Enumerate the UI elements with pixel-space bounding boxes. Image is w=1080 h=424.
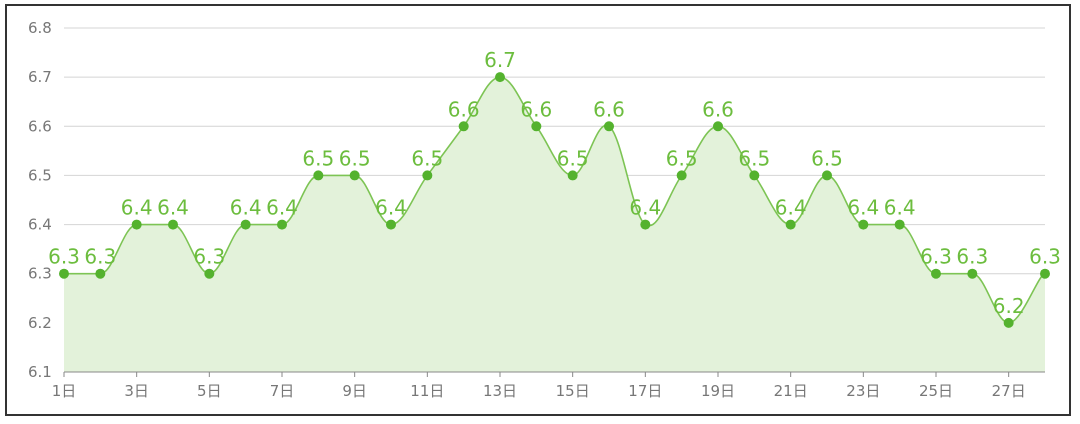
x-tick-label: 1日 bbox=[52, 382, 77, 400]
y-tick-label: 6.2 bbox=[28, 314, 52, 332]
data-point bbox=[967, 268, 978, 279]
x-tick-label: 21日 bbox=[774, 382, 808, 400]
data-point bbox=[495, 72, 505, 83]
x-tick-label: 19日 bbox=[701, 382, 735, 400]
x-tick-label: 5日 bbox=[197, 382, 222, 400]
data-point bbox=[858, 219, 869, 230]
x-tick-label: 15日 bbox=[556, 382, 590, 400]
x-tick-label: 27日 bbox=[992, 382, 1026, 400]
price-trend-chart: 6.1 6.2 6.3 6.4 6.5 6.6 6.7 6.8 1日 3日 5日 7日 9日 11日 13… bbox=[28, 19, 1061, 400]
data-point bbox=[349, 170, 360, 181]
data-point bbox=[604, 121, 614, 132]
data-point bbox=[749, 170, 760, 181]
data-label: 6.4 bbox=[266, 196, 298, 220]
area-shape bbox=[64, 77, 1045, 373]
data-label: 6.5 bbox=[302, 146, 334, 170]
data-point bbox=[531, 121, 542, 132]
data-point bbox=[785, 219, 796, 230]
data-label: 6.4 bbox=[775, 196, 807, 220]
data-label: 6.6 bbox=[702, 97, 734, 121]
data-labels: 6.3 6.36.4 6.46.36.4 6.46.5 6.56.46.56.66.76… bbox=[48, 48, 1061, 318]
data-point bbox=[1003, 317, 1014, 328]
x-tick-label: 3日 bbox=[124, 382, 149, 400]
area-fill bbox=[64, 77, 1045, 373]
series-line bbox=[64, 76, 1046, 324]
data-point bbox=[458, 121, 469, 132]
data-label: 6.4 bbox=[847, 196, 879, 220]
data-label: 6.3 bbox=[956, 245, 988, 269]
x-tick-label: 13日 bbox=[483, 382, 517, 400]
data-label: 6.4 bbox=[157, 196, 189, 220]
data-label: 6.3 bbox=[1029, 245, 1061, 269]
data-point bbox=[640, 219, 651, 230]
x-tick-label: 23日 bbox=[846, 382, 880, 400]
data-label: 6.5 bbox=[411, 146, 443, 170]
data-point bbox=[240, 219, 251, 230]
data-point bbox=[713, 121, 723, 132]
data-label: 6.5 bbox=[738, 146, 770, 170]
data-point bbox=[204, 268, 215, 279]
y-tick-label: 6.6 bbox=[28, 117, 52, 135]
data-label: 6.5 bbox=[557, 146, 589, 170]
data-point bbox=[95, 268, 106, 279]
data-label: 6.5 bbox=[339, 146, 371, 170]
data-point bbox=[59, 268, 69, 279]
series-line-path bbox=[64, 76, 1046, 324]
data-point bbox=[676, 170, 687, 181]
data-label: 6.6 bbox=[520, 97, 552, 121]
x-axis-ticks: 1日 3日 5日 7日 9日 11日 13日 15日 17日 19日 21日 23日 25日 27日 bbox=[52, 382, 1026, 400]
data-point bbox=[894, 219, 905, 230]
data-label: 6.2 bbox=[993, 294, 1025, 318]
data-label: 6.6 bbox=[448, 97, 480, 121]
y-tick-label: 6.4 bbox=[28, 216, 52, 234]
y-tick-label: 6.8 bbox=[28, 19, 52, 37]
chart-frame: 6.1 6.2 6.3 6.4 6.5 6.6 6.7 6.8 1日 3日 5日 7日 9日 11日 13… bbox=[5, 4, 1071, 416]
data-point bbox=[131, 219, 142, 230]
x-tick-label: 17日 bbox=[628, 382, 662, 400]
data-point bbox=[386, 219, 396, 230]
x-tick-label: 7日 bbox=[270, 382, 295, 400]
data-point bbox=[422, 170, 433, 181]
data-point bbox=[567, 170, 578, 181]
y-tick-label: 6.3 bbox=[28, 265, 52, 283]
data-label: 6.4 bbox=[629, 196, 661, 220]
data-label: 6.3 bbox=[48, 245, 80, 269]
data-point bbox=[822, 170, 832, 181]
data-label: 6.4 bbox=[230, 196, 262, 220]
x-tick-label: 11日 bbox=[410, 382, 444, 400]
data-label: 6.5 bbox=[666, 146, 698, 170]
data-label: 6.7 bbox=[484, 48, 516, 72]
data-label: 6.3 bbox=[920, 245, 952, 269]
data-point bbox=[931, 268, 941, 279]
data-points bbox=[59, 72, 1050, 328]
y-tick-label: 6.7 bbox=[28, 68, 52, 86]
x-tick-label: 9日 bbox=[342, 382, 367, 400]
y-axis-ticks: 6.1 6.2 6.3 6.4 6.5 6.6 6.7 6.8 bbox=[28, 19, 52, 381]
y-tick-label: 6.5 bbox=[28, 166, 52, 184]
data-point bbox=[277, 219, 287, 230]
data-label: 6.3 bbox=[193, 245, 225, 269]
data-point bbox=[313, 170, 324, 181]
x-tick-label: 25日 bbox=[919, 382, 953, 400]
x-axis bbox=[63, 371, 1045, 377]
data-label: 6.4 bbox=[121, 196, 153, 220]
data-label: 6.5 bbox=[811, 146, 843, 170]
data-label: 6.4 bbox=[375, 196, 407, 220]
data-point bbox=[1040, 268, 1050, 279]
data-label: 6.6 bbox=[593, 97, 625, 121]
y-tick-label: 6.1 bbox=[28, 363, 52, 381]
data-point bbox=[168, 219, 178, 230]
data-label: 6.4 bbox=[884, 196, 916, 220]
data-label: 6.3 bbox=[84, 245, 116, 269]
